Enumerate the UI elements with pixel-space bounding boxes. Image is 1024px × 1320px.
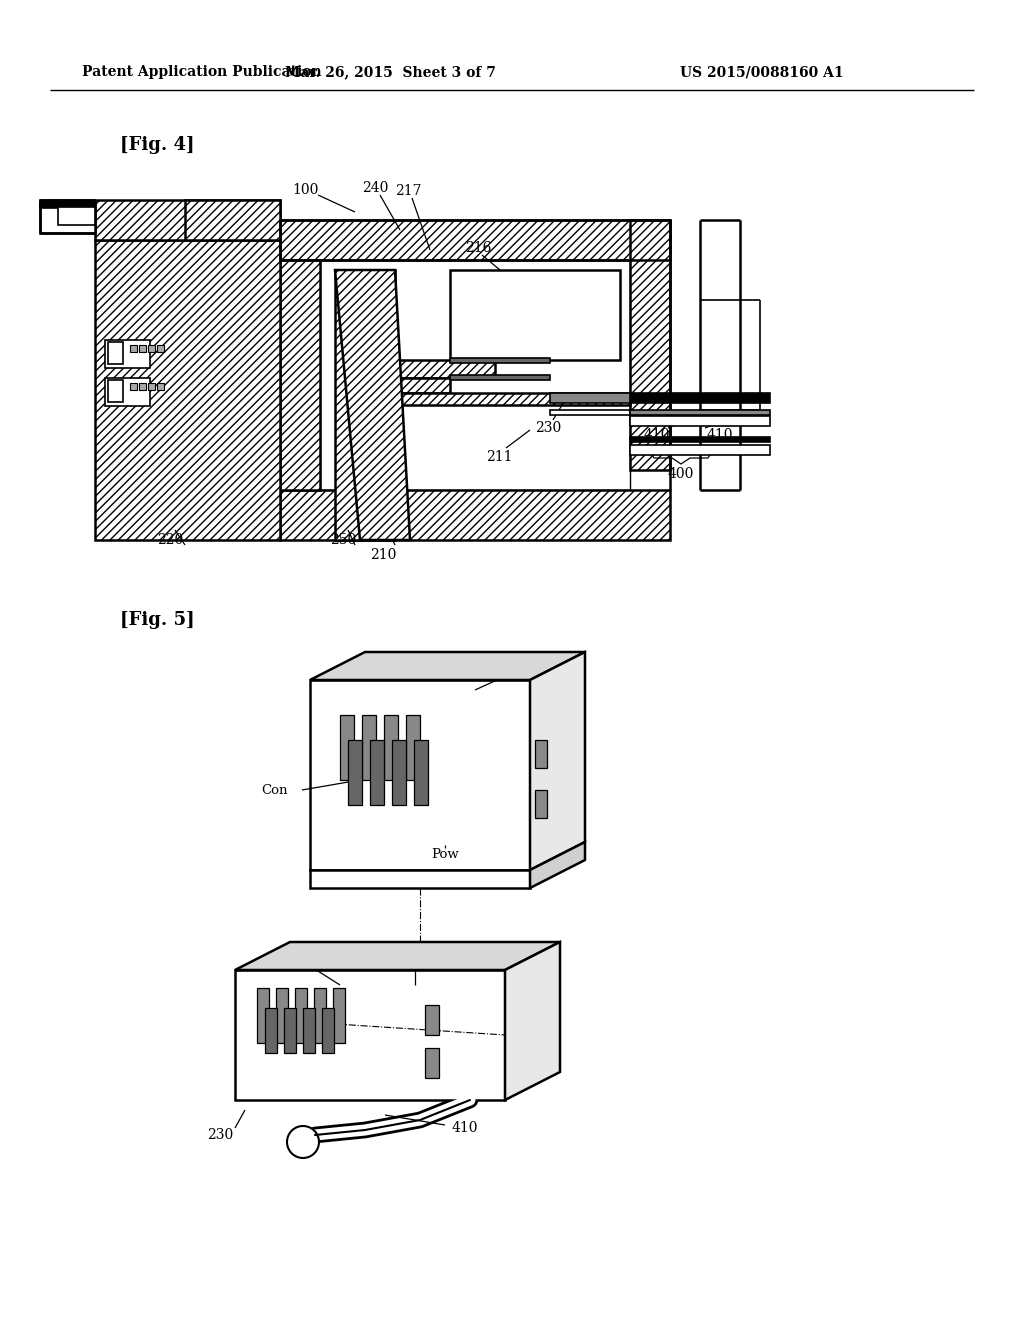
Bar bbox=[295, 987, 307, 1043]
Bar bbox=[630, 393, 770, 403]
Text: 230: 230 bbox=[207, 1129, 233, 1142]
Text: 217: 217 bbox=[394, 183, 421, 198]
Bar bbox=[450, 375, 550, 380]
Bar bbox=[139, 383, 146, 389]
Bar bbox=[406, 715, 420, 780]
Bar bbox=[535, 741, 547, 768]
Bar bbox=[550, 411, 630, 414]
Bar bbox=[333, 987, 345, 1043]
Bar bbox=[425, 1005, 439, 1035]
Bar bbox=[319, 260, 630, 490]
Text: 410: 410 bbox=[644, 428, 671, 442]
Bar bbox=[550, 393, 630, 403]
Bar bbox=[284, 1008, 296, 1053]
Bar bbox=[303, 1008, 315, 1053]
Bar bbox=[630, 220, 670, 470]
Text: 216: 216 bbox=[517, 661, 543, 675]
Bar bbox=[630, 437, 770, 442]
Text: Mar. 26, 2015  Sheet 3 of 7: Mar. 26, 2015 Sheet 3 of 7 bbox=[285, 65, 496, 79]
Polygon shape bbox=[335, 271, 410, 540]
Bar bbox=[95, 201, 280, 240]
Bar bbox=[322, 1008, 334, 1053]
Bar bbox=[630, 416, 770, 426]
Polygon shape bbox=[310, 652, 585, 680]
Bar bbox=[280, 260, 319, 490]
Bar bbox=[535, 789, 547, 818]
Bar bbox=[40, 201, 95, 209]
Bar bbox=[130, 345, 137, 352]
Text: Con: Con bbox=[276, 953, 303, 966]
Bar bbox=[105, 341, 150, 368]
Polygon shape bbox=[530, 842, 585, 888]
Bar bbox=[234, 970, 505, 1100]
Bar bbox=[265, 1008, 278, 1053]
Bar bbox=[450, 358, 550, 363]
Bar bbox=[362, 715, 376, 780]
Bar bbox=[157, 345, 164, 352]
Text: 240: 240 bbox=[361, 181, 388, 195]
Bar bbox=[630, 411, 770, 414]
Bar bbox=[314, 987, 326, 1043]
Bar bbox=[395, 378, 450, 393]
Text: 410: 410 bbox=[452, 1121, 478, 1135]
Bar bbox=[630, 445, 770, 455]
Circle shape bbox=[287, 1126, 319, 1158]
Text: 230: 230 bbox=[535, 421, 561, 436]
Bar bbox=[108, 342, 123, 364]
Polygon shape bbox=[505, 942, 560, 1100]
Bar bbox=[58, 207, 95, 224]
Text: US 2015/0088160 A1: US 2015/0088160 A1 bbox=[680, 65, 844, 79]
Text: Pow: Pow bbox=[401, 953, 429, 966]
Bar bbox=[392, 741, 406, 805]
Polygon shape bbox=[185, 201, 280, 240]
Bar bbox=[425, 1048, 439, 1078]
Bar bbox=[276, 987, 288, 1043]
Text: [Fig. 4]: [Fig. 4] bbox=[120, 136, 195, 154]
Bar bbox=[108, 380, 123, 403]
Bar bbox=[450, 271, 620, 360]
Bar bbox=[148, 383, 155, 389]
Text: 410: 410 bbox=[707, 428, 733, 442]
Text: Con: Con bbox=[262, 784, 288, 796]
Bar bbox=[395, 393, 630, 405]
Text: [Fig. 5]: [Fig. 5] bbox=[120, 611, 195, 630]
Bar bbox=[395, 360, 495, 378]
Bar bbox=[139, 345, 146, 352]
Bar bbox=[335, 271, 395, 540]
Text: 210: 210 bbox=[370, 548, 396, 562]
Text: Patent Application Publication: Patent Application Publication bbox=[82, 65, 322, 79]
Text: 211: 211 bbox=[485, 450, 512, 465]
Bar bbox=[95, 240, 280, 540]
Bar bbox=[348, 741, 362, 805]
Bar bbox=[257, 987, 269, 1043]
Polygon shape bbox=[530, 652, 585, 870]
Bar bbox=[40, 203, 95, 234]
Bar bbox=[280, 490, 670, 540]
Bar bbox=[280, 220, 670, 260]
Bar bbox=[130, 383, 137, 389]
Polygon shape bbox=[234, 942, 560, 970]
Bar bbox=[340, 715, 354, 780]
Bar bbox=[105, 378, 150, 407]
Text: 250: 250 bbox=[330, 533, 356, 546]
Bar bbox=[148, 345, 155, 352]
Text: Pow: Pow bbox=[431, 849, 459, 862]
Bar bbox=[310, 680, 530, 870]
Text: 216: 216 bbox=[465, 242, 492, 255]
Bar bbox=[157, 383, 164, 389]
Text: 220: 220 bbox=[157, 533, 183, 546]
Bar bbox=[414, 741, 428, 805]
Bar bbox=[310, 870, 530, 888]
Bar bbox=[384, 715, 398, 780]
Text: 100: 100 bbox=[292, 183, 318, 197]
Bar bbox=[370, 741, 384, 805]
Text: 400: 400 bbox=[668, 467, 694, 480]
